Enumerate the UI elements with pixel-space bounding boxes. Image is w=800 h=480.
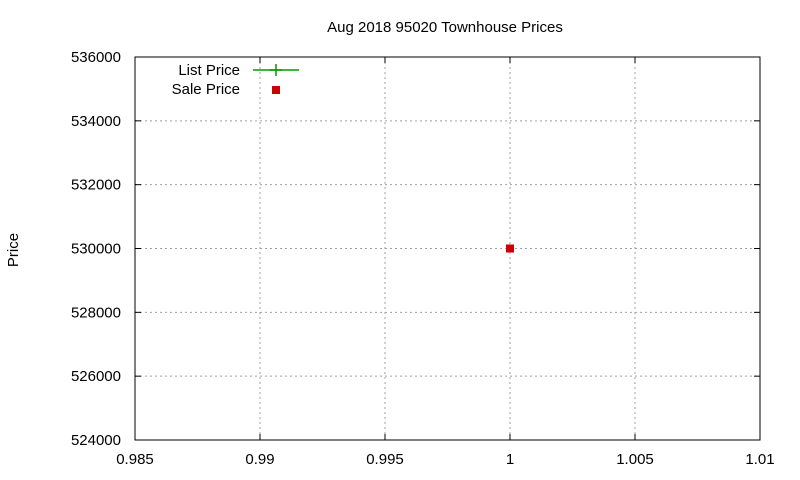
x-tick-label: 1.01 xyxy=(745,451,774,468)
x-tick-label: 0.985 xyxy=(116,451,154,468)
tick-labels: 0.985 0.99 0.995 1 1.005 1.01 524000 526000 5280… xyxy=(71,49,775,468)
legend: List Price Sale Price xyxy=(172,62,299,98)
legend-label-sale-price: Sale Price xyxy=(172,81,240,98)
y-tick-label: 526000 xyxy=(71,368,121,385)
x-tick-label: 1.005 xyxy=(616,451,654,468)
x-tick-label: 0.99 xyxy=(245,451,274,468)
y-axis-label: Price xyxy=(5,233,22,267)
legend-swatch-sale-price xyxy=(272,86,280,94)
data-points xyxy=(506,244,514,253)
y-tick-label: 524000 xyxy=(71,432,121,449)
y-tick-label: 532000 xyxy=(71,177,121,194)
legend-swatch-list-price xyxy=(253,64,299,76)
chart-title: Aug 2018 95020 Townhouse Prices xyxy=(327,19,563,36)
y-tick-label: 528000 xyxy=(71,304,121,321)
y-tick-label: 534000 xyxy=(71,113,121,130)
x-tick-label: 0.995 xyxy=(366,451,404,468)
grid-lines xyxy=(135,57,760,440)
axis-ticks xyxy=(134,56,761,441)
x-tick-label: 1 xyxy=(506,451,514,468)
legend-label-list-price: List Price xyxy=(178,62,240,79)
sale-price-point xyxy=(506,244,514,253)
y-tick-label: 530000 xyxy=(71,241,121,258)
y-tick-label: 536000 xyxy=(71,49,121,66)
